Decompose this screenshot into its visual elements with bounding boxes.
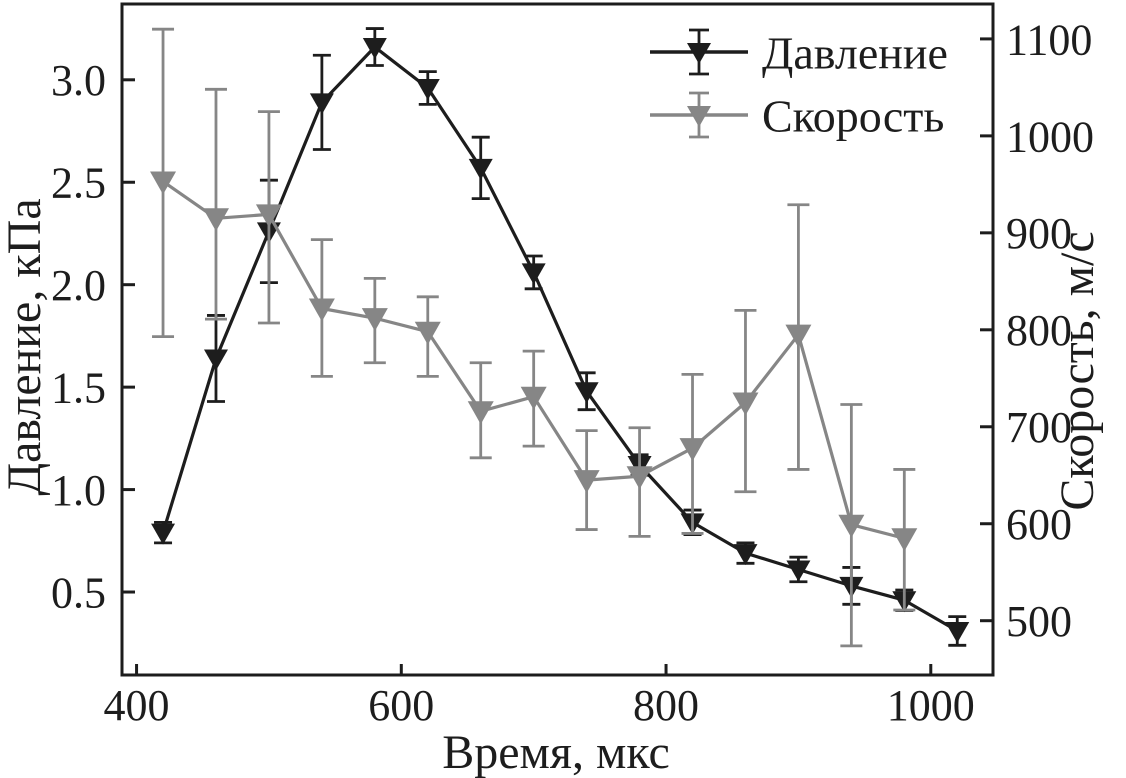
velocity-marker bbox=[255, 204, 282, 228]
legend-sample-marker bbox=[687, 43, 711, 64]
y-right-tick-label: 1000 bbox=[1006, 112, 1094, 161]
x-tick-label: 1000 bbox=[887, 681, 975, 730]
pressure-marker bbox=[362, 38, 387, 60]
velocity-marker bbox=[573, 470, 600, 494]
velocity-series bbox=[150, 27, 918, 648]
y-axis-title-left: Давление, кПа bbox=[0, 198, 51, 495]
y-left-tick-label: 2.0 bbox=[51, 261, 106, 310]
pressure-marker bbox=[309, 93, 334, 115]
velocity-marker bbox=[785, 324, 812, 348]
x-tick-label: 600 bbox=[368, 681, 434, 730]
velocity-marker bbox=[150, 171, 177, 195]
velocity-marker bbox=[308, 298, 335, 322]
legend-sample-marker bbox=[687, 106, 711, 127]
x-axis-title: Время, мкс bbox=[442, 726, 670, 778]
y-right-tick-label: 1100 bbox=[1006, 15, 1092, 64]
velocity-marker bbox=[891, 528, 918, 552]
velocity-marker bbox=[626, 466, 653, 490]
pressure-marker bbox=[945, 621, 970, 643]
legend-label-velocity: Скорость bbox=[762, 91, 944, 142]
legend-item-pressure: Давление bbox=[650, 28, 948, 79]
y-right-tick-label: 500 bbox=[1006, 597, 1072, 646]
velocity-marker bbox=[202, 208, 229, 232]
y-left-tick-label: 0.5 bbox=[51, 568, 106, 617]
plot-border bbox=[120, 2, 995, 677]
velocity-marker bbox=[838, 514, 865, 538]
y-left-tick-label: 2.5 bbox=[51, 159, 106, 208]
y-left-tick-label: 1.5 bbox=[51, 364, 106, 413]
pressure-marker bbox=[415, 79, 440, 101]
y-right-tick-label: 600 bbox=[1006, 500, 1072, 549]
axes: 400 600 800 1000 0.5 1.0 1.5 2.0 2.5 3.0 500 600 700… bbox=[51, 2, 1094, 730]
pressure-marker bbox=[733, 544, 758, 566]
x-tick-label: 400 bbox=[104, 681, 170, 730]
velocity-marker bbox=[414, 321, 441, 345]
y-right-tick-label: 800 bbox=[1006, 306, 1072, 355]
pressure-marker bbox=[203, 349, 228, 371]
pressure-marker bbox=[151, 523, 176, 545]
velocity-error-bar bbox=[204, 87, 227, 321]
legend-item-velocity: Скорость bbox=[650, 91, 944, 142]
velocity-marker bbox=[361, 308, 388, 332]
velocity-marker bbox=[520, 386, 547, 410]
y-axis-title-right: Скорость, м/с bbox=[1051, 231, 1104, 510]
pressure-marker bbox=[574, 382, 599, 404]
pressure-marker bbox=[521, 263, 546, 285]
velocity-marker bbox=[467, 401, 494, 425]
legend: Давление Скорость bbox=[650, 28, 948, 142]
y-left-tick-label: 3.0 bbox=[51, 56, 106, 105]
velocity-marker bbox=[679, 438, 706, 462]
velocity-marker bbox=[732, 392, 759, 416]
legend-label-pressure: Давление bbox=[762, 28, 948, 79]
y-right-tick-label: 900 bbox=[1006, 209, 1072, 258]
y-right-tick-label: 700 bbox=[1006, 403, 1072, 452]
pressure-marker bbox=[786, 560, 811, 582]
pressure-series-line bbox=[161, 45, 959, 633]
pressure-marker bbox=[468, 158, 493, 180]
x-tick-label: 800 bbox=[633, 681, 699, 730]
y-left-tick-label: 1.0 bbox=[51, 466, 106, 515]
series-layer bbox=[150, 27, 970, 648]
